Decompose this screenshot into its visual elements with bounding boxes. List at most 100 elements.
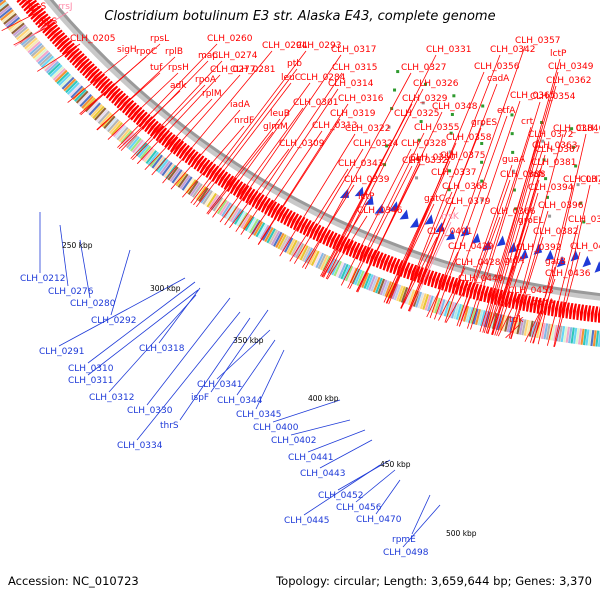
reverse-label-line (402, 504, 441, 548)
forward-label-line (67, 54, 128, 103)
cog-band (131, 139, 144, 154)
feature-mark (576, 183, 580, 187)
forward-gene-label: CLH_0325 (394, 109, 439, 119)
forward-gene (105, 85, 119, 99)
cog-band (196, 186, 207, 201)
cog-band (377, 278, 386, 295)
kbp-tick-label: 350 kbp (233, 336, 264, 345)
forward-gene-label: CLH_0392 (516, 243, 561, 253)
reverse-gene (354, 186, 364, 197)
reverse-gene-label: CLH_0498 (383, 548, 429, 558)
forward-gene (479, 285, 486, 302)
feature-mark (480, 198, 484, 202)
forward-gene (167, 136, 179, 151)
cog-band (44, 59, 58, 72)
forward-gene (172, 140, 185, 155)
forward-gene-label: CLH_0332 (402, 156, 447, 166)
feature-mark (480, 123, 484, 127)
cog-band (75, 90, 89, 104)
cog-band (128, 136, 140, 150)
cog-band (570, 327, 575, 344)
forward-gene (472, 283, 479, 300)
forward-gene (232, 181, 244, 196)
forward-gene (161, 131, 173, 146)
forward-gene-label: glmM (263, 122, 288, 132)
forward-gene-label: rpoC (136, 47, 157, 57)
cog-band (129, 137, 142, 152)
feature-mark (393, 88, 397, 92)
cog-band (262, 225, 272, 241)
cog-band (147, 151, 160, 166)
cog-band (112, 123, 125, 138)
kbp-tick-label: 500 kbp (446, 529, 477, 538)
forward-gene-label: iadA (230, 100, 251, 110)
cog-band (272, 231, 283, 247)
feature-mark (514, 207, 518, 211)
cog-band (124, 133, 137, 147)
forward-gene (362, 246, 371, 263)
reverse-label-line (236, 339, 276, 396)
feature-mark (481, 104, 485, 108)
forward-gene (590, 305, 595, 322)
cog-band (286, 238, 296, 254)
cog-band (396, 285, 404, 302)
forward-gene-label: CLH_0382 (533, 227, 578, 237)
reverse-gene-label: ispF (191, 393, 209, 403)
cog-band (301, 246, 311, 262)
forward-label-line (258, 118, 341, 245)
forward-gene (18, 0, 28, 6)
forward-gene (130, 107, 143, 121)
forward-gene (296, 216, 306, 232)
cog-band (83, 97, 96, 111)
forward-label-line (491, 225, 529, 335)
reverse-gene-label: CLH_0443 (300, 469, 345, 479)
feature-mark (387, 125, 391, 129)
reverse-label-line (319, 439, 373, 469)
cog-band (482, 310, 489, 327)
cog-band (240, 213, 251, 229)
cog-band (37, 51, 51, 65)
forward-gene-label: CLH_0384 (553, 124, 599, 134)
forward-gene-label: CLH_0388 (500, 170, 546, 180)
forward-gene-label: CLH_0314 (328, 79, 374, 89)
forward-gene (184, 149, 196, 164)
cog-band (153, 156, 165, 171)
forward-gene-label: cadA (487, 74, 510, 84)
reverse-label-line (290, 419, 351, 436)
forward-label-line (304, 72, 412, 270)
cog-band (198, 187, 209, 202)
forward-gene (108, 88, 121, 102)
forward-gene (583, 304, 588, 322)
cog-band (35, 50, 50, 63)
feature-mark (570, 127, 574, 131)
forward-label-line (136, 74, 221, 165)
cog-band (66, 82, 80, 95)
cog-band (68, 83, 82, 97)
reverse-label-line (136, 311, 241, 441)
forward-gene-label: CLH_0358 (446, 133, 492, 143)
feature-mark (452, 94, 456, 98)
cog-band (313, 251, 322, 268)
cog-band (575, 328, 580, 345)
forward-gene-label: CLH_0331 (426, 45, 471, 55)
cog-band (54, 69, 68, 83)
forward-gene-label: CLH_0366 (490, 207, 536, 217)
forward-gene-label: CLH_0350 (410, 153, 456, 163)
cog-band (116, 126, 129, 141)
forward-gene-label: CLH_0362 (546, 76, 591, 86)
cog-band (189, 182, 201, 197)
forward-gene-label: CLH_0453 (508, 286, 553, 296)
forward-gene (448, 276, 455, 293)
forward-label-line (302, 184, 355, 268)
forward-gene (181, 147, 193, 162)
forward-gene (392, 258, 401, 275)
cog-band (212, 196, 224, 212)
forward-label-line (505, 324, 520, 339)
cog-band (9, 20, 24, 33)
forward-gene (427, 270, 435, 287)
cog-band (333, 260, 342, 277)
cog-band (361, 272, 370, 288)
cog-band (202, 190, 213, 205)
forward-gene (569, 302, 574, 320)
cog-band (210, 195, 222, 211)
